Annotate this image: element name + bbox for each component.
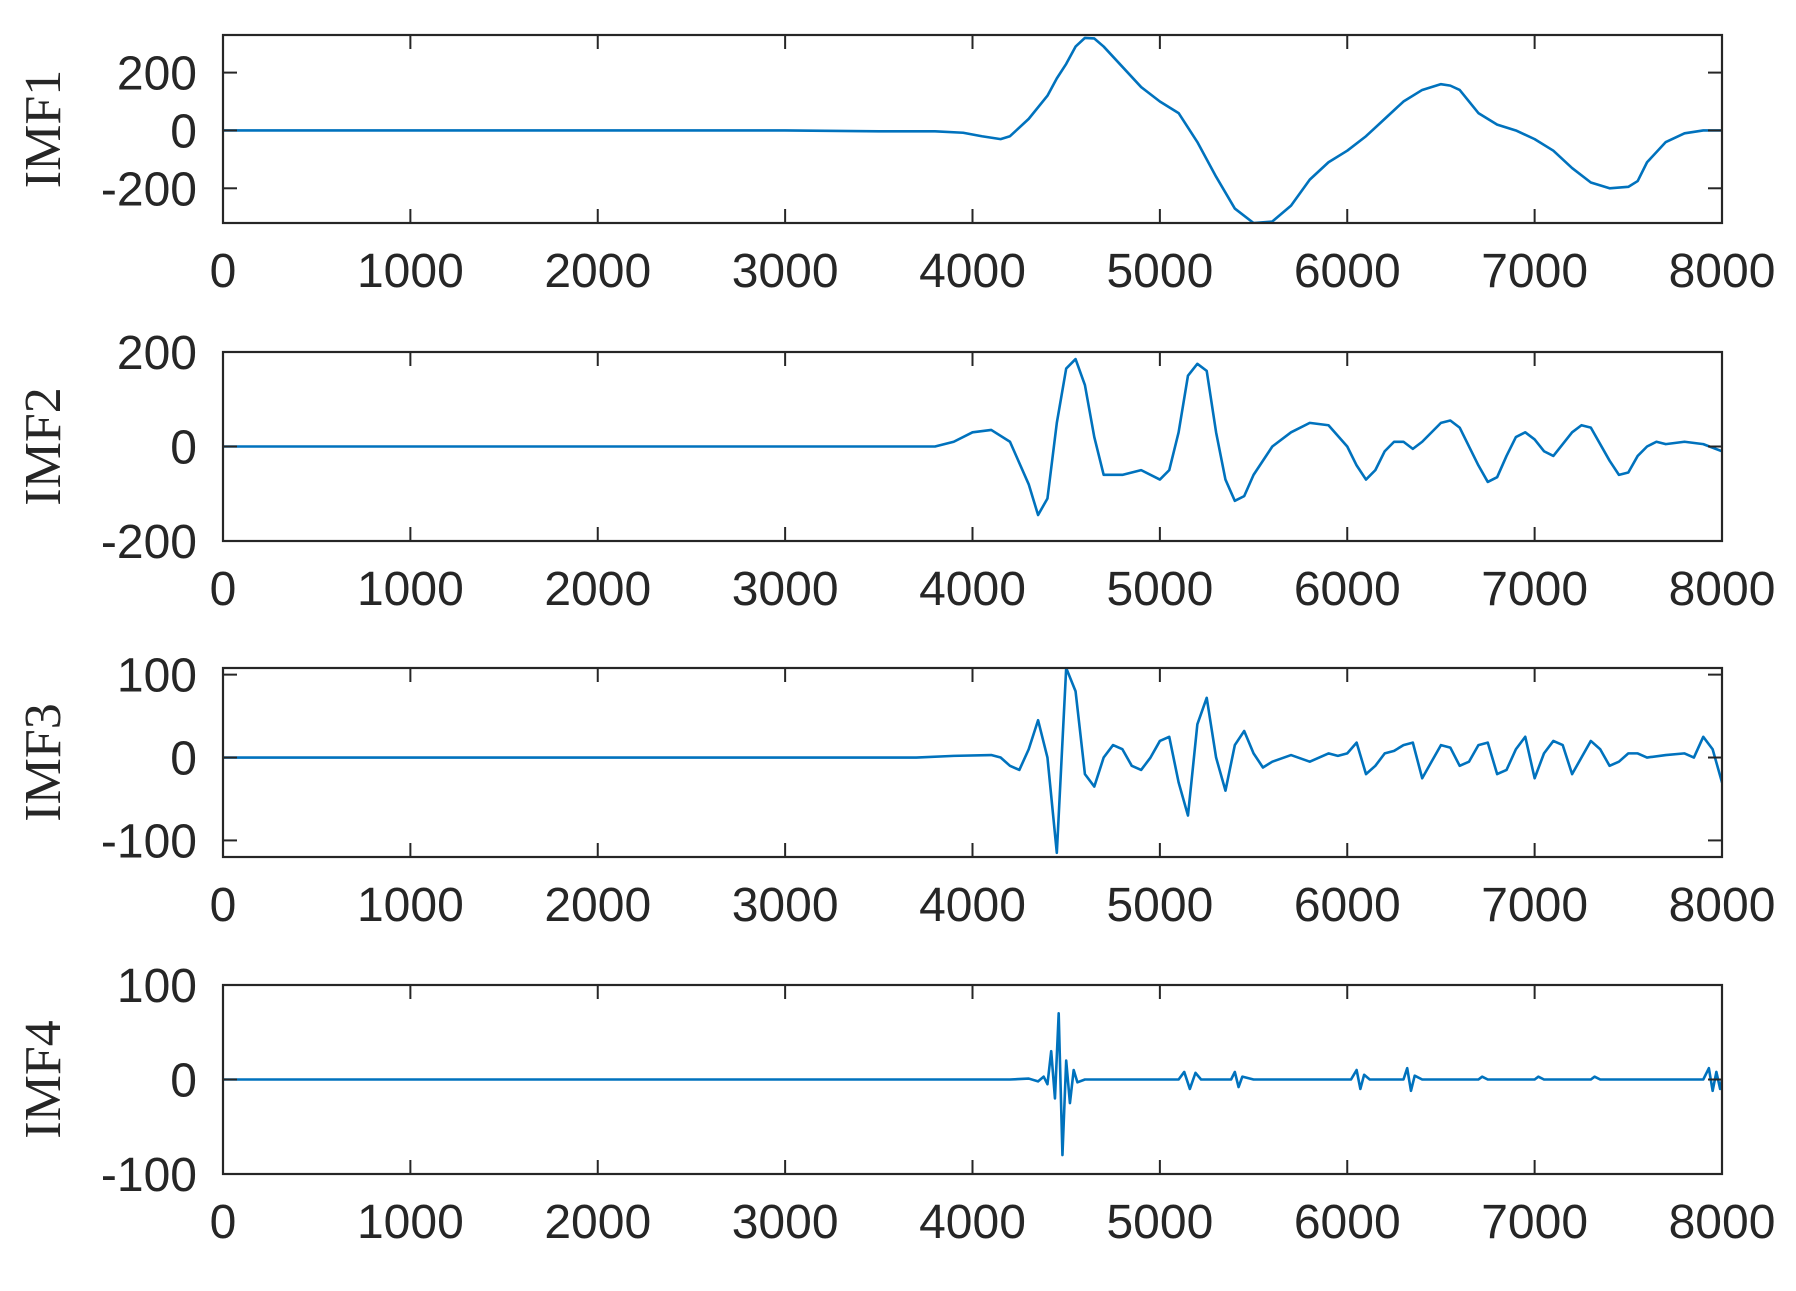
y-tick-label: -100 bbox=[101, 815, 197, 868]
x-tick-label: 4000 bbox=[919, 563, 1026, 616]
y-tick-label: 0 bbox=[170, 105, 197, 158]
x-tick-label: 7000 bbox=[1481, 245, 1588, 298]
series-line-imf3 bbox=[223, 668, 1722, 855]
y-tick-label: -200 bbox=[101, 163, 197, 216]
x-tick-label: 2000 bbox=[544, 879, 651, 932]
x-tick-label: 7000 bbox=[1481, 879, 1588, 932]
x-tick-label: 0 bbox=[210, 879, 237, 932]
x-tick-label: 0 bbox=[210, 563, 237, 616]
x-tick-label: 7000 bbox=[1481, 1196, 1588, 1249]
y-tick-label: -200 bbox=[101, 516, 197, 569]
x-tick-label: 6000 bbox=[1294, 563, 1401, 616]
y-axis-label: IMF4 bbox=[15, 1020, 72, 1138]
y-axis-label: IMF2 bbox=[15, 387, 72, 505]
x-tick-label: 4000 bbox=[919, 879, 1026, 932]
panel-imf3: 0 1000 2000 3000 4000 5000 6000 7000 8000-100010… bbox=[15, 650, 1775, 932]
x-tick-label: 6000 bbox=[1294, 879, 1401, 932]
series-line-imf4 bbox=[223, 1012, 1722, 1157]
x-tick-label: 8000 bbox=[1669, 245, 1776, 298]
x-tick-label: 4000 bbox=[919, 245, 1026, 298]
y-tick-label: -100 bbox=[101, 1149, 197, 1202]
x-tick-label: 5000 bbox=[1106, 1196, 1213, 1249]
x-tick-label: 5000 bbox=[1106, 245, 1213, 298]
x-tick-label: 6000 bbox=[1294, 245, 1401, 298]
x-tick-label: 2000 bbox=[544, 245, 651, 298]
series-line-imf2 bbox=[223, 357, 1722, 517]
x-tick-label: 7000 bbox=[1481, 563, 1588, 616]
x-tick-label: 1000 bbox=[357, 245, 464, 298]
axes-frame bbox=[221, 666, 1724, 859]
x-tick-label: 3000 bbox=[732, 879, 839, 932]
x-tick-label: 1000 bbox=[357, 1196, 464, 1249]
x-tick-label: 1000 bbox=[357, 563, 464, 616]
y-axis-label: IMF1 bbox=[15, 70, 72, 188]
x-tick-label: 3000 bbox=[732, 1196, 839, 1249]
x-tick-label: 2000 bbox=[544, 1196, 651, 1249]
y-tick-label: 0 bbox=[170, 422, 197, 475]
x-tick-label: 8000 bbox=[1669, 563, 1776, 616]
panel-imf2: 0 1000 2000 3000 4000 5000 6000 7000 8000-200020… bbox=[15, 327, 1775, 616]
axes-frame bbox=[221, 33, 1724, 225]
y-axis-label: IMF3 bbox=[15, 703, 72, 821]
x-tick-label: 2000 bbox=[544, 563, 651, 616]
x-tick-label: 8000 bbox=[1669, 1196, 1776, 1249]
x-tick-label: 8000 bbox=[1669, 879, 1776, 932]
x-tick-label: 5000 bbox=[1106, 879, 1213, 932]
panel-imf4: 0 1000 2000 3000 4000 5000 6000 7000 8000-100010… bbox=[15, 960, 1775, 1249]
series-line-imf1 bbox=[223, 36, 1722, 223]
x-tick-label: 5000 bbox=[1106, 563, 1213, 616]
x-tick-label: 6000 bbox=[1294, 1196, 1401, 1249]
panel-imf1: 0 1000 2000 3000 4000 5000 6000 7000 8000-200020… bbox=[15, 33, 1776, 298]
x-tick-label: 0 bbox=[210, 1196, 237, 1249]
x-tick-label: 3000 bbox=[732, 563, 839, 616]
y-tick-label: 100 bbox=[117, 650, 197, 703]
y-tick-label: 200 bbox=[117, 327, 197, 380]
y-tick-label: 200 bbox=[117, 48, 197, 101]
y-tick-label: 0 bbox=[170, 733, 197, 786]
y-tick-label: 100 bbox=[117, 960, 197, 1013]
x-tick-label: 1000 bbox=[357, 879, 464, 932]
x-tick-label: 3000 bbox=[732, 245, 839, 298]
x-tick-label: 4000 bbox=[919, 1196, 1026, 1249]
y-tick-label: 0 bbox=[170, 1055, 197, 1108]
x-tick-label: 0 bbox=[210, 245, 237, 298]
